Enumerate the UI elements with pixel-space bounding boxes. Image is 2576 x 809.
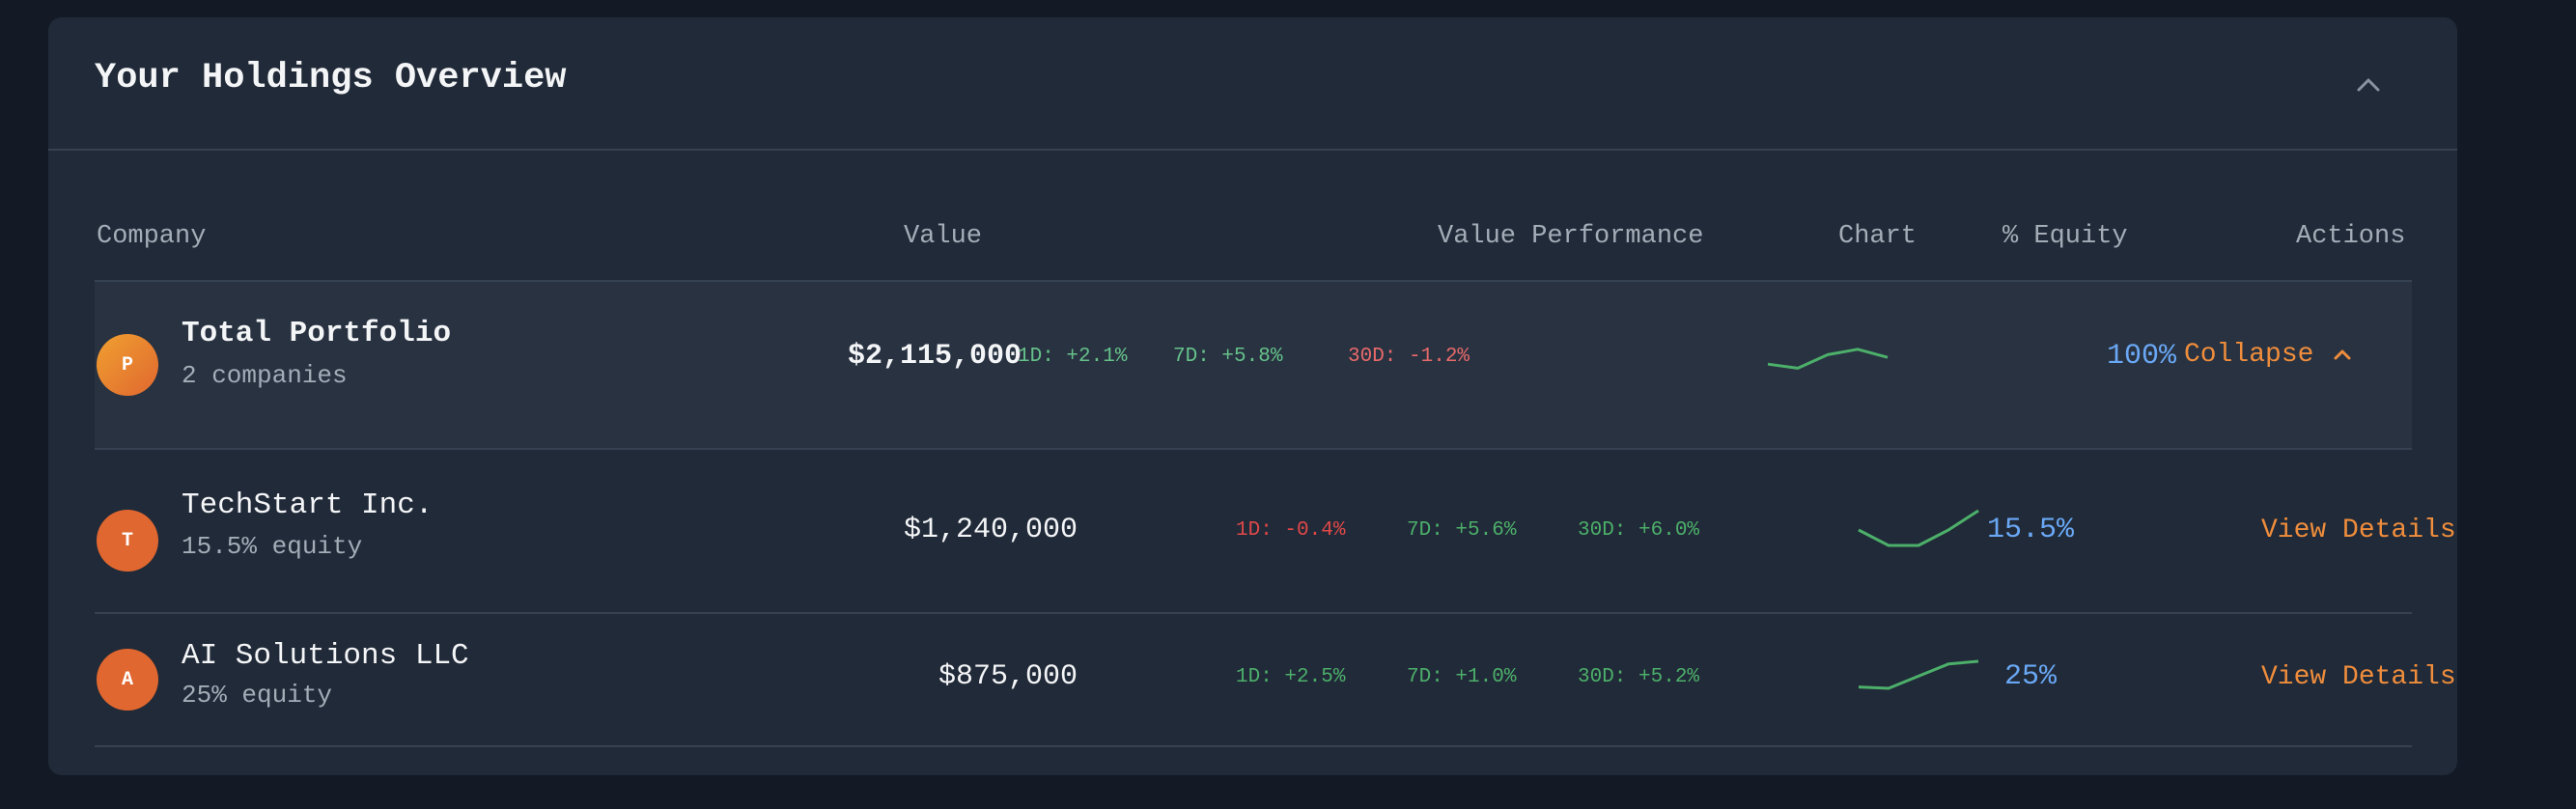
equity-percent: 25% — [2004, 660, 2058, 693]
header-chart: Chart — [1838, 222, 1918, 251]
company-name: Total Portfolio — [182, 317, 452, 350]
sparkline-series — [1858, 509, 1979, 547]
company-subtitle: 15.5% equity — [182, 532, 363, 561]
collapse-button[interactable]: Collapse — [2184, 340, 2355, 370]
perf-1d: 1D: +2.5% — [1236, 666, 1346, 688]
sparkline-chart — [1858, 509, 1979, 547]
perf-7d: 7D: +1.0% — [1407, 666, 1517, 688]
collapse-label: Collapse — [2184, 340, 2314, 370]
perf-7d: 7D: +5.8% — [1173, 346, 1283, 368]
chevron-up-icon[interactable] — [2349, 66, 2388, 104]
equity-percent: 15.5% — [1987, 514, 2075, 546]
total-portfolio-row: P Total Portfolio 2 companies $2,115,000… — [95, 282, 2412, 450]
header-actions: Actions — [2296, 222, 2406, 251]
avatar: P — [97, 334, 158, 396]
view-details-button[interactable]: View Details — [2261, 662, 2456, 692]
company-subtitle: 2 companies — [182, 361, 348, 390]
equity-percent: 100% — [2107, 340, 2177, 373]
table-row: A AI Solutions LLC 25% equity $875,000 1… — [95, 614, 2456, 747]
company-value: $875,000 — [938, 660, 1078, 693]
company-subtitle: 25% equity — [182, 681, 333, 710]
perf-30d: 30D: -1.2% — [1348, 346, 1470, 368]
sparkline-series — [1858, 659, 1979, 690]
header-divider — [95, 280, 2412, 282]
company-value: $2,115,000 — [848, 340, 1022, 373]
header-value: Value — [904, 222, 983, 251]
company-name: AI Solutions LLC — [182, 639, 469, 673]
perf-30d: 30D: +5.2% — [1578, 666, 1700, 688]
chevron-up-icon — [2334, 349, 2351, 360]
perf-30d: 30D: +6.0% — [1578, 519, 1700, 542]
sparkline-chart — [1858, 659, 1979, 690]
sparkline-chart — [1767, 348, 1889, 370]
company-value: $1,240,000 — [903, 514, 1078, 546]
card-title: Your Holdings Overview — [95, 58, 567, 98]
card-header: Your Holdings Overview — [48, 17, 2457, 151]
header-equity: % Equity — [2002, 222, 2128, 251]
header-company: Company — [97, 222, 207, 251]
avatar: T — [97, 510, 158, 572]
header-performance: Value Performance — [1438, 222, 1704, 251]
view-details-button[interactable]: View Details — [2261, 516, 2456, 545]
avatar: A — [97, 649, 158, 711]
table-row: T TechStart Inc. 15.5% equity $1,240,000… — [95, 448, 2456, 614]
company-name: TechStart Inc. — [182, 488, 434, 522]
perf-7d: 7D: +5.6% — [1407, 519, 1517, 542]
perf-1d: 1D: -0.4% — [1236, 519, 1346, 542]
sparkline-series — [1767, 348, 1889, 370]
perf-1d: 1D: +2.1% — [1018, 346, 1128, 368]
holdings-card: Your Holdings Overview Company Value Val… — [48, 17, 2457, 775]
